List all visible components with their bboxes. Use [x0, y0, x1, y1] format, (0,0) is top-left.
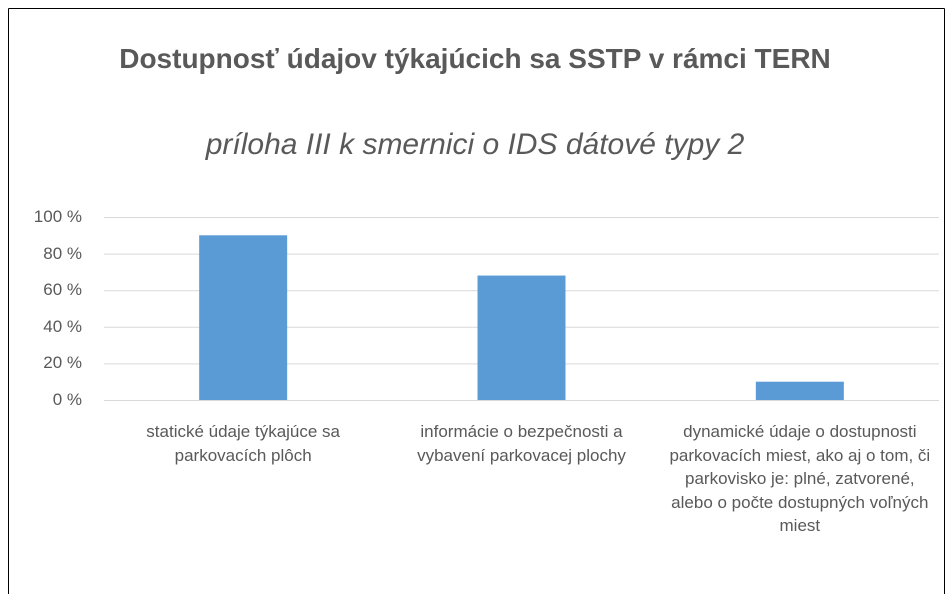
bar [755, 381, 844, 400]
y-tick-label: 100 % [33, 207, 82, 226]
x-tick-label: informácie o bezpečnosti a vybavení park… [417, 422, 626, 465]
x-tick-label: statické údaje týkajúce sa parkovacích p… [146, 422, 341, 465]
y-tick-label: 60 % [43, 280, 82, 300]
bar [199, 235, 288, 400]
chart-title: Dostupnosť údajov týkajúcich sa SSTP v r… [119, 43, 831, 74]
y-tick-label: 0 % [52, 390, 82, 409]
y-tick-label: 80 % [43, 243, 82, 263]
bar [477, 275, 566, 400]
chart-subtitle: príloha III k smernici o IDS dátové typy… [205, 128, 745, 161]
y-tick-label: 20 % [43, 353, 82, 373]
y-tick-label: 40 % [43, 316, 82, 336]
x-tick-label: dynamické údaje o dostupnosti parkovacíc… [669, 422, 931, 535]
